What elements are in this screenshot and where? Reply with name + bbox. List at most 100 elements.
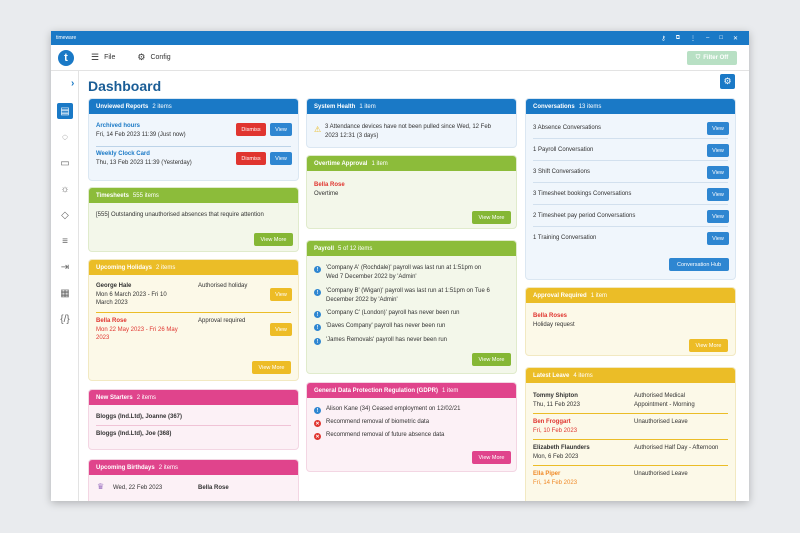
view-button[interactable]: View xyxy=(707,232,729,245)
view-more-button[interactable]: View More xyxy=(472,211,511,224)
birthday-date: Wed, 22 Feb 2023 xyxy=(113,485,163,491)
card-title: System Health xyxy=(314,103,356,110)
card-header: System Health 1 item xyxy=(307,99,516,114)
system-health-text: 3 Attendance devices have not been pulle… xyxy=(325,124,492,130)
conversations-card: Conversations 13 items 3 Absence Conversa… xyxy=(525,98,736,280)
card-header: New Starters 2 items xyxy=(89,390,298,405)
view-button[interactable]: View xyxy=(270,288,292,301)
payroll-text: 'Company B' (Wigan)' payroll was last ru… xyxy=(326,288,490,294)
card-count: 2 items xyxy=(156,264,176,271)
card-header: Overtime Approval 1 item xyxy=(307,156,516,171)
dismiss-button[interactable]: Dismiss xyxy=(236,152,266,165)
sidebar-item-login[interactable]: ⇥ xyxy=(57,259,73,275)
view-more-button[interactable]: View More xyxy=(254,233,293,246)
report-name[interactable]: Archived hours xyxy=(96,123,141,129)
leave-name: Ben Froggart xyxy=(533,419,571,425)
report-name[interactable]: Weekly Clock Card xyxy=(96,151,150,157)
list-icon: ≡ xyxy=(62,235,68,247)
view-button[interactable]: View xyxy=(707,144,729,157)
view-button[interactable]: View xyxy=(707,122,729,135)
conversation-hub-button[interactable]: Conversation Hub xyxy=(669,258,729,271)
view-button[interactable]: View xyxy=(270,152,292,165)
starter-name: Bloggs (Ind.Ltd), Joanne (367) xyxy=(96,414,183,420)
dashboard-settings-button[interactable]: ⚙ xyxy=(720,74,735,89)
card-title: Latest Leave xyxy=(533,372,570,379)
info-icon: ! xyxy=(314,324,321,331)
holiday-name: Bella Rose xyxy=(96,318,127,324)
info-icon: ! xyxy=(314,338,321,345)
sidebar-item-conversations[interactable]: ◌ xyxy=(57,129,73,145)
card-header: Latest Leave 4 items xyxy=(526,368,735,383)
approval-type: Holiday request xyxy=(533,322,575,328)
card-title: General Data Protection Regulation (GDPR… xyxy=(314,387,439,394)
gear-icon: ⚙ xyxy=(723,76,732,86)
leave-date: Mon, 6 Feb 2023 xyxy=(533,454,579,460)
title-bar: timeware ⚷ ⧉ ⋮ – □ ✕ xyxy=(51,31,749,45)
view-more-button[interactable]: View More xyxy=(472,451,511,464)
card-header: Upcoming Birthdays 2 items xyxy=(89,460,298,475)
sidebar-item-code[interactable]: {/} xyxy=(57,311,73,327)
view-more-button[interactable]: View More xyxy=(252,361,291,374)
card-count: 5 of 12 items xyxy=(338,245,373,252)
card-title: Unviewed Reports xyxy=(96,103,149,110)
close-icon[interactable]: ✕ xyxy=(732,35,738,42)
key-icon[interactable]: ⚷ xyxy=(661,35,666,42)
payroll-text: December 2022 by 'Admin' xyxy=(326,297,398,303)
report-date: Fri, 14 Feb 2023 11:39 (Just now) xyxy=(96,132,186,138)
approval-required-card: Approval Required 1 item Bella Roses Holi… xyxy=(525,287,736,356)
card-title: Timesheets xyxy=(96,192,129,199)
conversation-label: 1 Training Conversation xyxy=(533,235,597,241)
timesheets-card: Timesheets 555 items [555] Outstanding un… xyxy=(88,187,299,252)
sidebar-item-holidays[interactable]: ☼ xyxy=(57,181,73,197)
card-header: Payroll 5 of 12 items xyxy=(307,241,516,256)
sidebar: ▤ ◌ ▭ ☼ ◇ ≡ ⇥ ▦ {/} xyxy=(51,71,79,501)
sidebar-item-timesheets[interactable]: ▭ xyxy=(57,155,73,171)
expand-sidebar-icon[interactable]: › xyxy=(71,78,75,89)
view-button[interactable]: View xyxy=(707,210,729,223)
holiday-status: Authorised holiday xyxy=(198,283,248,289)
more-icon[interactable]: ⋮ xyxy=(690,35,696,42)
dismiss-button[interactable]: Dismiss xyxy=(236,123,266,136)
view-button[interactable]: View xyxy=(270,123,292,136)
payroll-text: 'Company A' (Rochdale)' payroll was last… xyxy=(326,265,482,271)
minimize-icon[interactable]: – xyxy=(706,34,710,41)
filter-off-button[interactable]: ⛉ Filter Off xyxy=(687,51,737,65)
sidebar-item-documents[interactable]: ▦ xyxy=(57,285,73,301)
app-window: timeware ⚷ ⧉ ⋮ – □ ✕ t ☰ File ⚙ Config ⛉… xyxy=(51,31,749,501)
warning-icon: ⚠ xyxy=(314,125,322,134)
holiday-dates: Mon 22 May 2023 - Fri 26 May xyxy=(96,327,178,333)
conversation-label: 3 Timesheet bookings Conversations xyxy=(533,191,632,197)
leave-name: Tommy Shipton xyxy=(533,393,578,399)
sidebar-item-reports[interactable]: ≡ xyxy=(57,233,73,249)
info-icon: ! xyxy=(314,266,321,273)
code-icon: {/} xyxy=(60,313,70,325)
view-button[interactable]: View xyxy=(707,166,729,179)
card-count: 4 items xyxy=(573,372,593,379)
view-more-button[interactable]: View More xyxy=(689,339,728,352)
payroll-card: Payroll 5 of 12 items ! 'Company A' (Roch… xyxy=(306,240,517,374)
view-button[interactable]: View xyxy=(707,188,729,201)
payroll-text: Wed 7 December 2022 by 'Admin' xyxy=(326,274,417,280)
card-count: 2 items xyxy=(158,464,179,471)
view-more-button[interactable]: View More xyxy=(472,353,511,366)
extension-icon[interactable]: ⧉ xyxy=(675,34,680,41)
leave-date: Fri, 10 Feb 2023 xyxy=(533,428,578,434)
file-menu-button[interactable]: ☰ File xyxy=(91,52,115,63)
app-logo[interactable]: t xyxy=(58,49,74,66)
config-menu-label: Config xyxy=(150,54,171,61)
config-menu-button[interactable]: ⚙ Config xyxy=(137,52,170,63)
gear-icon: ⚙ xyxy=(137,52,146,62)
maximize-icon[interactable]: □ xyxy=(719,34,723,41)
error-icon: ✕ xyxy=(314,433,321,440)
page-title: Dashboard xyxy=(88,78,162,94)
holiday-dates: 2023 xyxy=(96,335,110,341)
leave-status: Authorised Half Day - Afternoon xyxy=(634,445,719,451)
divider xyxy=(533,439,728,440)
card-icon: ▭ xyxy=(60,157,70,169)
sidebar-item-dashboard[interactable]: ▤ xyxy=(57,103,73,119)
overtime-name: Bella Rose xyxy=(314,182,345,188)
view-button[interactable]: View xyxy=(270,323,292,336)
sidebar-item-tags[interactable]: ◇ xyxy=(57,207,73,223)
leave-status: Unauthorised Leave xyxy=(634,419,688,425)
info-icon: ! xyxy=(314,311,321,318)
